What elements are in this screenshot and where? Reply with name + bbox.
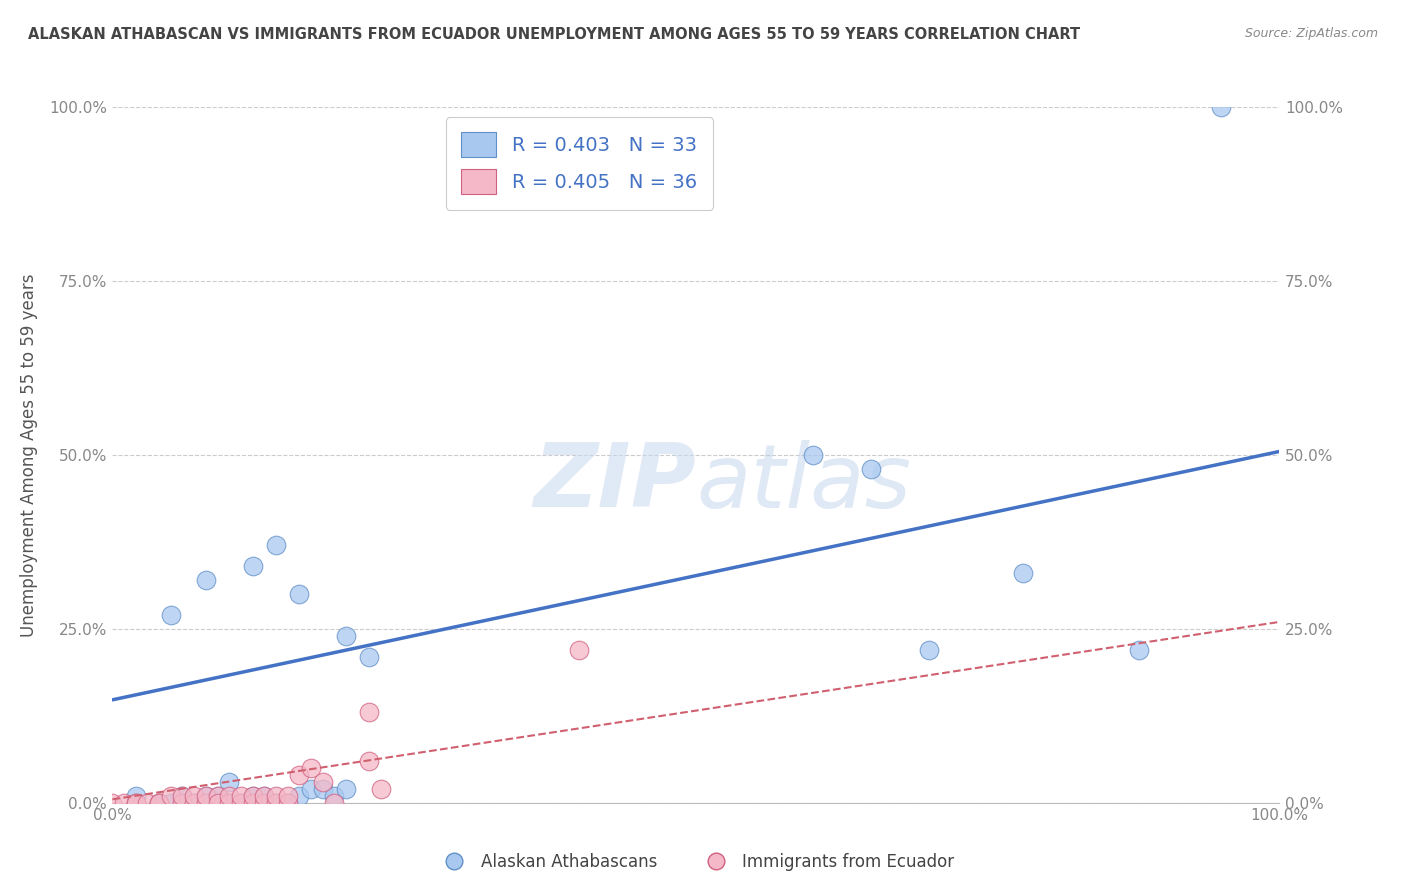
Point — [183, 796, 205, 810]
Point — [229, 796, 252, 810]
Point — [136, 796, 159, 810]
Point — [172, 789, 194, 803]
Point — [218, 789, 240, 803]
Point — [918, 642, 941, 657]
Point — [264, 796, 287, 810]
Point — [859, 462, 883, 476]
Point — [125, 796, 148, 810]
Point — [148, 796, 170, 810]
Text: atlas: atlas — [696, 440, 911, 525]
Point — [359, 649, 381, 664]
Point — [1011, 566, 1033, 581]
Point — [311, 781, 333, 796]
Point — [125, 796, 148, 810]
Point — [194, 789, 217, 803]
Point — [253, 789, 276, 803]
Point — [276, 796, 298, 810]
Text: Source: ZipAtlas.com: Source: ZipAtlas.com — [1244, 27, 1378, 40]
Point — [359, 754, 381, 768]
Point — [264, 796, 287, 810]
Point — [112, 796, 135, 810]
Point — [299, 761, 322, 775]
Point — [299, 781, 322, 796]
Point — [218, 796, 240, 810]
Point — [194, 789, 217, 803]
Point — [335, 629, 357, 643]
Point — [229, 789, 252, 803]
Point — [194, 573, 217, 587]
Point — [242, 789, 264, 803]
Point — [311, 775, 333, 789]
Point — [568, 642, 591, 657]
Point — [229, 796, 252, 810]
Point — [194, 796, 217, 810]
Point — [288, 789, 311, 803]
Point — [370, 781, 392, 796]
Point — [160, 796, 183, 810]
Point — [253, 796, 276, 810]
Legend: Alaskan Athabascans, Immigrants from Ecuador: Alaskan Athabascans, Immigrants from Ecu… — [430, 847, 962, 878]
Y-axis label: Unemployment Among Ages 55 to 59 years: Unemployment Among Ages 55 to 59 years — [20, 273, 38, 637]
Point — [125, 789, 148, 803]
Point — [1209, 100, 1232, 114]
Point — [207, 796, 229, 810]
Point — [218, 775, 240, 789]
Point — [323, 789, 346, 803]
Point — [801, 448, 824, 462]
Text: ALASKAN ATHABASCAN VS IMMIGRANTS FROM ECUADOR UNEMPLOYMENT AMONG AGES 55 TO 59 Y: ALASKAN ATHABASCAN VS IMMIGRANTS FROM EC… — [28, 27, 1080, 42]
Point — [183, 789, 205, 803]
Point — [207, 789, 229, 803]
Point — [148, 796, 170, 810]
Point — [335, 781, 357, 796]
Point — [101, 796, 124, 810]
Point — [1128, 642, 1150, 657]
Point — [276, 796, 298, 810]
Point — [323, 796, 346, 810]
Point — [288, 768, 311, 782]
Point — [264, 538, 287, 552]
Point — [288, 587, 311, 601]
Point — [148, 796, 170, 810]
Point — [160, 789, 183, 803]
Point — [242, 789, 264, 803]
Point — [125, 796, 148, 810]
Point — [172, 789, 194, 803]
Point — [264, 789, 287, 803]
Point — [183, 796, 205, 810]
Point — [172, 796, 194, 810]
Point — [218, 796, 240, 810]
Point — [160, 607, 183, 622]
Point — [359, 706, 381, 720]
Point — [207, 789, 229, 803]
Point — [242, 796, 264, 810]
Point — [276, 789, 298, 803]
Point — [242, 559, 264, 574]
Point — [253, 789, 276, 803]
Text: ZIP: ZIP — [533, 439, 696, 526]
